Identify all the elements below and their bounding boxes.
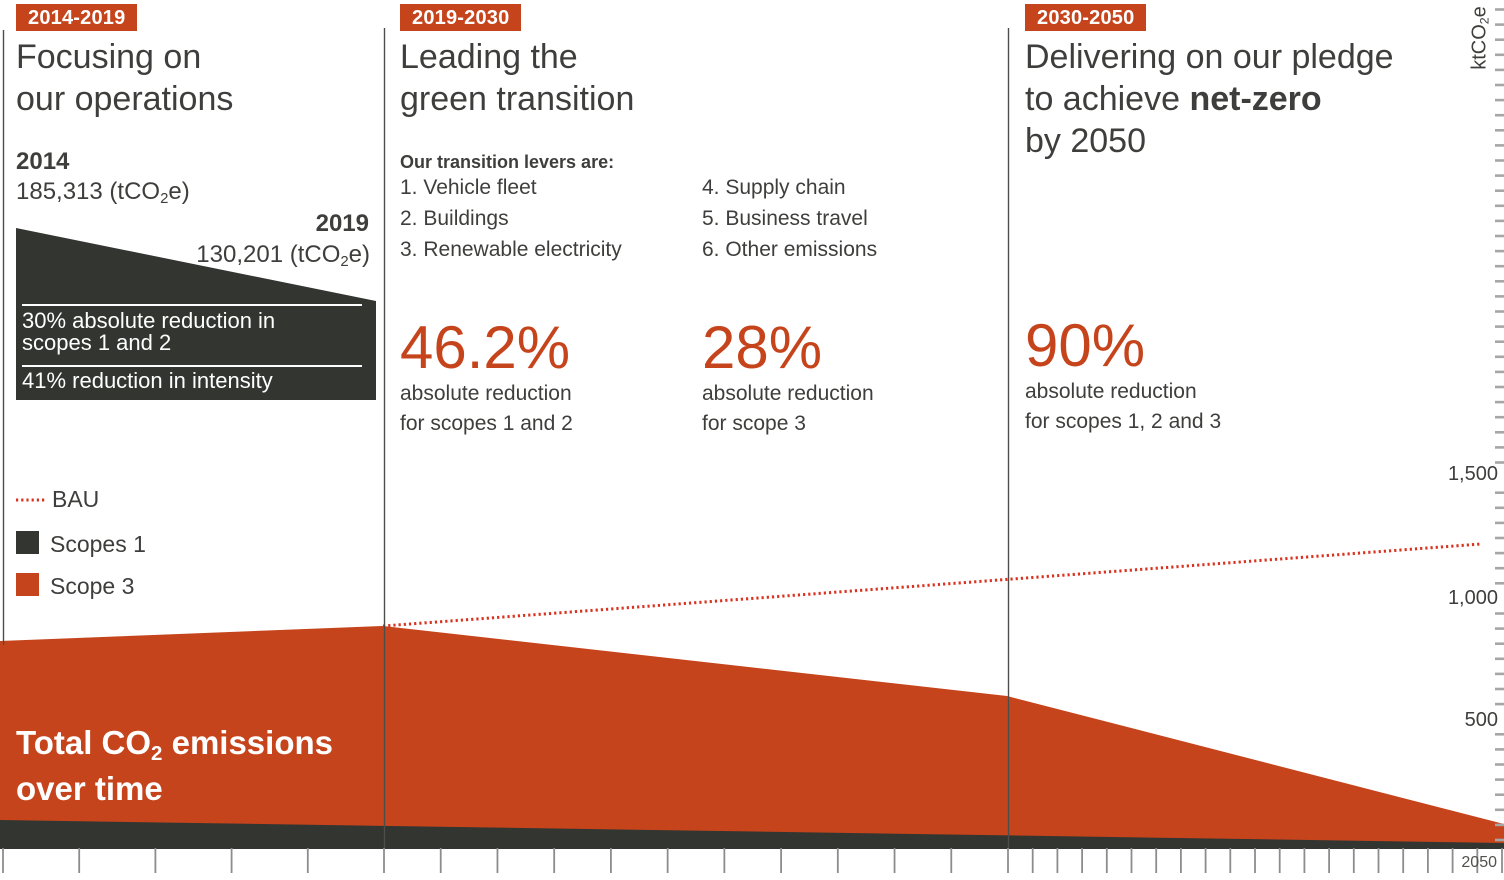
bau-line <box>382 542 1482 628</box>
value-2014-text: 185,313 (tCO <box>16 178 161 205</box>
legend-label-bau: BAU <box>52 486 100 512</box>
stat2-caption: absolute reduction for scope 3 <box>702 379 874 439</box>
lever-vehicle-fleet: 1. Vehicle fleet <box>400 176 537 199</box>
label-2014: 2014 <box>16 148 70 175</box>
wedge-line1: 30% absolute reduction in <box>22 308 276 333</box>
legend-label-scope3: Scope 3 <box>50 573 135 599</box>
scopes1-area <box>0 820 1504 849</box>
value-2019-suffix: e) <box>348 241 370 268</box>
y-axis-unit-label: ktCO2e <box>1469 6 1492 70</box>
badge-2030-2050: 2030-2050 <box>1025 4 1147 31</box>
panel1-title: Focusing on our operations <box>16 36 233 120</box>
chart-title: Total CO2 emissions over time <box>16 722 333 809</box>
stat3-caption-line2: for scopes 1, 2 and 3 <box>1025 410 1222 433</box>
panel2-title-line1: Leading the <box>400 38 578 76</box>
stat1-caption-line2: for scopes 1 and 2 <box>400 412 573 435</box>
xtick-2050: 2050 <box>1461 854 1497 871</box>
panel3-net-zero-text: net-zero <box>1189 80 1322 118</box>
lever-renewable-electricity: 3. Renewable electricity <box>400 238 622 261</box>
value-2019-text: 130,201 (tCO <box>196 241 341 268</box>
reduction-wedge <box>16 228 376 400</box>
panel2-title-line2: green transition <box>400 80 635 118</box>
wedge-reduction-intensity: 41% reduction in intensity <box>22 368 273 393</box>
chart-title-line2: over time <box>16 770 163 807</box>
stat2-caption-line2: for scope 3 <box>702 412 806 435</box>
stat3-caption-line1: absolute reduction <box>1025 380 1197 403</box>
stat-46-2-percent: 46.2% <box>400 314 571 381</box>
stat3-caption: absolute reduction for scopes 1, 2 and 3 <box>1025 377 1221 437</box>
y-axis-ticks <box>1495 8 1504 842</box>
legend-label-scopes1: Scopes 1 <box>50 531 146 557</box>
panel1-title-line1: Focusing on <box>16 38 202 76</box>
panel3-title-line2-pre: to achieve <box>1025 80 1190 118</box>
y-unit-pre: ktCO <box>1468 24 1491 70</box>
lever-business-travel: 5. Business travel <box>702 207 868 230</box>
panel3-title-line3: by 2050 <box>1025 122 1146 160</box>
lever-supply-chain: 4. Supply chain <box>702 176 846 199</box>
chart-title-post: emissions <box>162 724 333 761</box>
stat1-caption: absolute reduction for scopes 1 and 2 <box>400 379 573 439</box>
badge-2014-2019: 2014-2019 <box>16 4 138 31</box>
legend-swatch-scope3 <box>16 573 39 596</box>
value-2019-sub: 2 <box>340 254 349 271</box>
panel3-title-line1: Delivering on our pledge <box>1025 38 1394 76</box>
badge-2019-2030: 2019-2030 <box>400 4 522 31</box>
value-2014-sub: 2 <box>160 191 169 208</box>
wedge-line2: scopes 1 and 2 <box>22 329 172 355</box>
chart-title-pre: Total CO <box>16 724 152 761</box>
value-2014: 185,313 (tCO2e) <box>16 178 190 208</box>
chart-title-sub: 2 <box>151 741 163 765</box>
stat1-caption-line1: absolute reduction <box>400 382 572 405</box>
value-2019: 130,201 (tCO2e) <box>150 241 370 271</box>
ytick-1000: 1,000 <box>1447 587 1498 609</box>
stat2-caption-line1: absolute reduction <box>702 382 874 405</box>
levers-title: Our transition levers are: <box>400 152 615 172</box>
stat-90-percent: 90% <box>1025 312 1146 379</box>
panel1-title-line2: our operations <box>16 80 234 118</box>
ytick-500: 500 <box>1464 709 1498 731</box>
y-unit-sub: 2 <box>1477 17 1492 25</box>
panel3-title-line2: to achieve net-zero <box>1025 78 1394 120</box>
ytick-1500: 1,500 <box>1447 463 1498 485</box>
label-2019: 2019 <box>315 210 369 237</box>
scope3-area <box>0 626 1504 849</box>
chart-title-line1: Total CO2 emissions <box>16 722 333 768</box>
panel3-title: Delivering on our pledge to achieve net-… <box>1025 36 1394 162</box>
stat-28-percent: 28% <box>702 314 823 381</box>
panel2-title: Leading the green transition <box>400 36 634 120</box>
lever-buildings: 2. Buildings <box>400 207 509 230</box>
y-unit-post: e <box>1468 6 1491 18</box>
value-2014-suffix: e) <box>168 178 190 205</box>
lever-other-emissions: 6. Other emissions <box>702 238 878 261</box>
wedge-reduction-scopes12: 30% absolute reduction in scopes 1 and 2 <box>22 310 275 353</box>
legend-swatch-scopes1 <box>16 531 39 554</box>
x-axis-year-ticks <box>2 848 1503 873</box>
